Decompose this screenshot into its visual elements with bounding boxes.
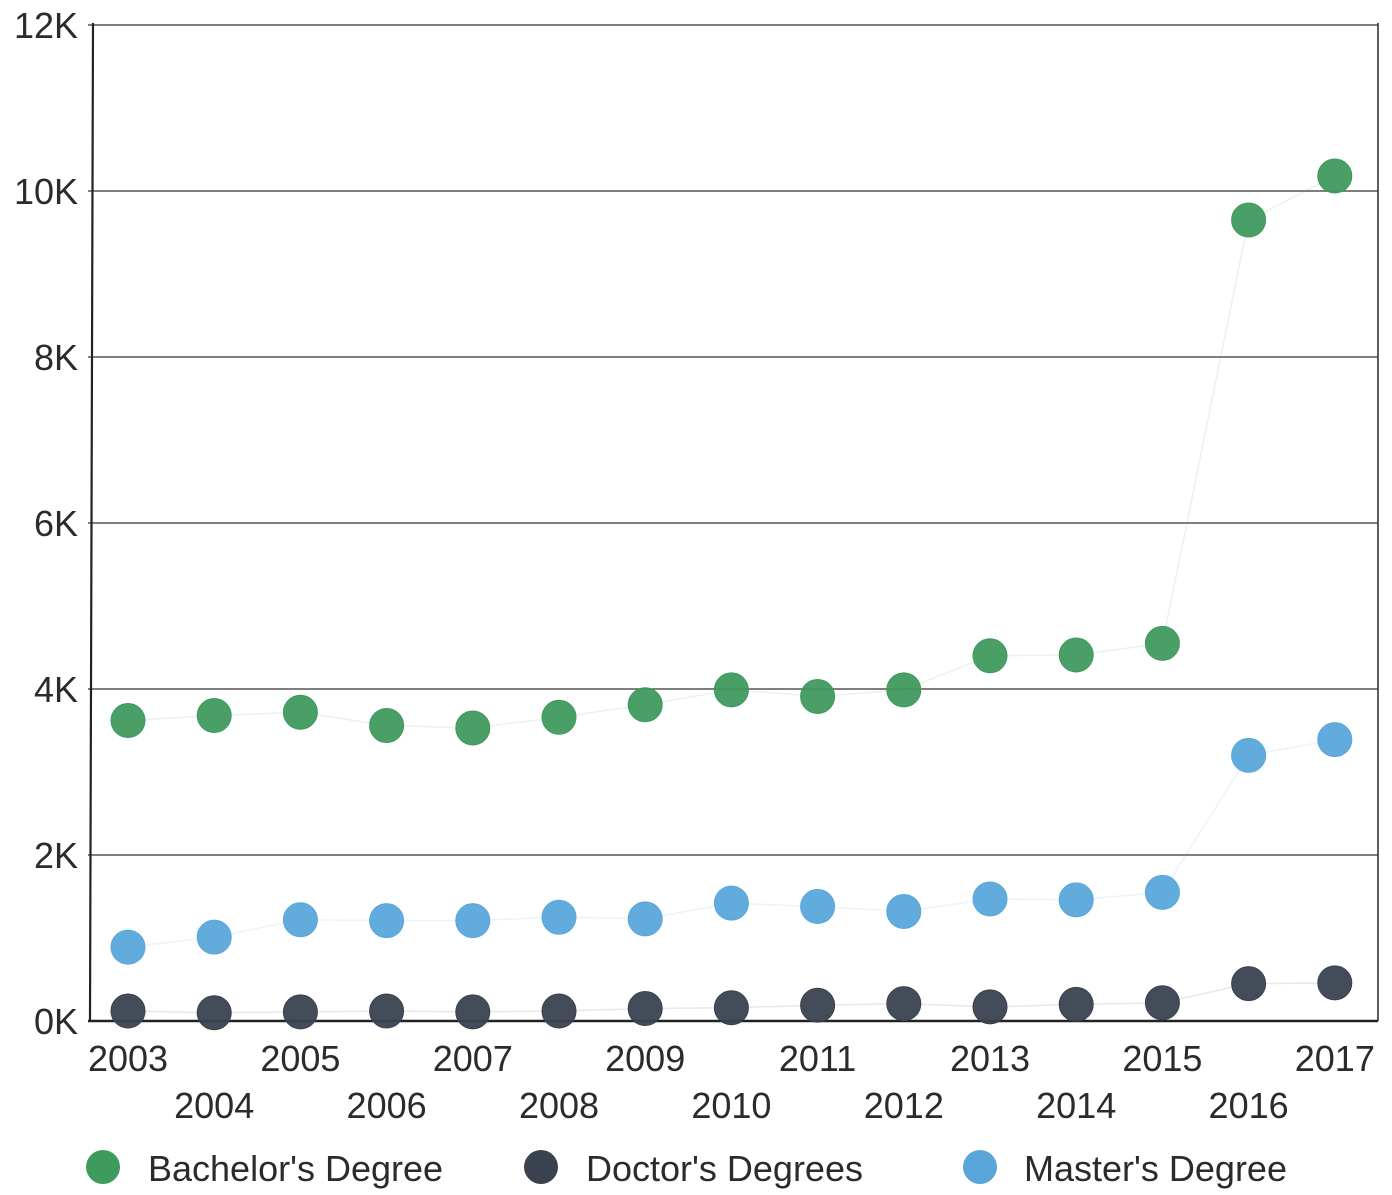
data-point xyxy=(196,698,232,734)
axes xyxy=(88,22,1379,1023)
x-tick-label: 2017 xyxy=(1295,1038,1375,1079)
x-tick-label: 2003 xyxy=(88,1038,168,1079)
x-tick-label: 2008 xyxy=(519,1085,599,1126)
data-point xyxy=(541,699,577,735)
data-point xyxy=(1231,737,1267,773)
data-point xyxy=(1231,202,1267,238)
x-tick-labels: 2003200420052006200720082009201020112012… xyxy=(88,1038,1375,1126)
data-point xyxy=(196,995,232,1031)
data-point xyxy=(196,919,232,955)
x-tick-label: 2016 xyxy=(1209,1085,1289,1126)
data-point xyxy=(541,899,577,935)
x-tick-label: 2007 xyxy=(433,1038,513,1079)
series-2 xyxy=(110,722,1353,965)
y-tick-labels: 0K 2K 4K 6K 8K 10K 12K xyxy=(14,5,78,1042)
x-tick-label: 2011 xyxy=(779,1038,856,1079)
data-point xyxy=(110,703,146,739)
legend-marker xyxy=(86,1150,120,1184)
data-point xyxy=(1144,874,1180,910)
data-point xyxy=(627,687,663,723)
data-point xyxy=(1231,966,1267,1002)
legend-item: Bachelor's Degree xyxy=(86,1148,443,1189)
data-point xyxy=(1317,722,1353,758)
y-tick-label: 2K xyxy=(34,835,78,876)
data-point xyxy=(369,903,405,939)
data-point xyxy=(282,694,318,730)
data-point xyxy=(800,987,836,1023)
legend: Bachelor's Degree Doctor's Degrees Master'… xyxy=(86,1148,1287,1189)
data-point xyxy=(110,993,146,1029)
data-point xyxy=(1144,625,1180,661)
data-point xyxy=(1058,637,1094,673)
x-tick-label: 2010 xyxy=(691,1085,771,1126)
y-tick-label: 4K xyxy=(34,669,78,710)
data-point xyxy=(541,993,577,1029)
data-point xyxy=(972,881,1008,917)
data-point xyxy=(110,929,146,965)
x-tick-label: 2005 xyxy=(260,1038,340,1079)
x-tick-label: 2015 xyxy=(1122,1038,1202,1079)
y-tick-label: 6K xyxy=(34,503,78,544)
x-tick-label: 2014 xyxy=(1036,1085,1116,1126)
data-point xyxy=(455,903,491,939)
data-point xyxy=(1317,965,1353,1001)
data-point xyxy=(455,994,491,1030)
y-tick-label: 10K xyxy=(14,171,78,212)
data-point xyxy=(713,885,749,921)
data-point xyxy=(800,678,836,714)
gridlines xyxy=(88,24,1378,1022)
legend-label: Doctor's Degrees xyxy=(586,1148,863,1189)
x-tick-label: 2012 xyxy=(864,1085,944,1126)
data-point xyxy=(886,672,922,708)
legend-item: Doctor's Degrees xyxy=(524,1148,863,1189)
x-tick-label: 2009 xyxy=(605,1038,685,1079)
data-point xyxy=(1058,882,1094,918)
data-point xyxy=(713,990,749,1026)
legend-item: Master's Degree xyxy=(963,1148,1287,1189)
legend-label: Bachelor's Degree xyxy=(148,1148,443,1189)
data-point xyxy=(886,893,922,929)
data-point xyxy=(369,993,405,1029)
data-points xyxy=(110,158,1353,1031)
y-tick-label: 0K xyxy=(34,1001,78,1042)
series-0 xyxy=(110,158,1353,746)
data-point xyxy=(1144,985,1180,1021)
data-point xyxy=(800,888,836,924)
series-1 xyxy=(110,965,1353,1031)
x-tick-label: 2006 xyxy=(347,1085,427,1126)
data-point xyxy=(1058,986,1094,1022)
y-tick-label: 12K xyxy=(14,5,78,46)
data-point xyxy=(1317,158,1353,194)
y-tick-label: 8K xyxy=(34,337,78,378)
data-point xyxy=(455,710,491,746)
legend-label: Master's Degree xyxy=(1024,1148,1287,1189)
data-point xyxy=(282,902,318,938)
data-point xyxy=(627,901,663,937)
data-point xyxy=(972,638,1008,674)
y-axis-line xyxy=(88,22,95,1022)
data-point xyxy=(713,672,749,708)
data-point xyxy=(972,989,1008,1025)
data-point xyxy=(886,986,922,1022)
legend-marker xyxy=(963,1150,997,1184)
x-tick-label: 2013 xyxy=(950,1038,1030,1079)
x-tick-label: 2004 xyxy=(174,1085,254,1126)
data-point xyxy=(282,994,318,1030)
data-point xyxy=(369,708,405,744)
data-point xyxy=(627,991,663,1027)
legend-marker xyxy=(524,1150,558,1184)
